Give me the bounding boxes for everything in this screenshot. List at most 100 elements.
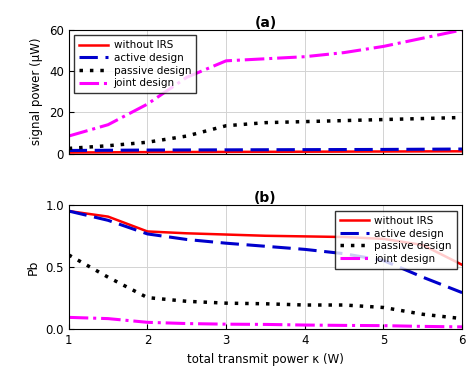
joint design (223, 322, 229, 327)
joint design (381, 44, 386, 49)
passive design (184, 134, 190, 138)
passive design (459, 115, 465, 120)
joint design (459, 28, 465, 32)
without IRS (302, 234, 308, 239)
active design (381, 258, 386, 263)
Line: active design: active design (69, 211, 462, 292)
active design (341, 251, 347, 256)
without IRS (302, 150, 308, 154)
passive design (145, 295, 150, 300)
active design (420, 275, 426, 279)
passive design (145, 140, 150, 144)
passive design (459, 316, 465, 321)
joint design (459, 325, 465, 329)
joint design (105, 122, 111, 127)
without IRS (381, 237, 386, 241)
without IRS (145, 150, 150, 154)
without IRS (459, 149, 465, 154)
joint design (263, 56, 268, 61)
joint design (223, 59, 229, 63)
Line: active design: active design (69, 149, 462, 150)
without IRS (341, 149, 347, 154)
without IRS (420, 243, 426, 247)
passive design (263, 301, 268, 306)
without IRS (263, 150, 268, 154)
joint design (66, 134, 72, 138)
active design (66, 209, 72, 213)
Line: joint design: joint design (69, 318, 462, 327)
Line: joint design: joint design (69, 30, 462, 136)
joint design (302, 323, 308, 327)
without IRS (184, 150, 190, 154)
active design (420, 147, 426, 151)
passive design (184, 299, 190, 304)
without IRS (184, 231, 190, 236)
without IRS (145, 229, 150, 234)
active design (105, 218, 111, 223)
passive design (223, 301, 229, 306)
without IRS (66, 150, 72, 155)
without IRS (459, 263, 465, 267)
active design (381, 147, 386, 152)
joint design (105, 316, 111, 321)
active design (184, 148, 190, 152)
Line: passive design: passive design (69, 255, 462, 319)
Line: without IRS: without IRS (69, 211, 462, 265)
active design (223, 241, 229, 245)
passive design (420, 116, 426, 121)
without IRS (105, 150, 111, 154)
Legend: without IRS, active design, passive design, joint design: without IRS, active design, passive desi… (335, 211, 457, 269)
joint design (420, 324, 426, 329)
joint design (184, 75, 190, 80)
joint design (145, 102, 150, 106)
joint design (302, 55, 308, 59)
without IRS (105, 214, 111, 219)
without IRS (341, 235, 347, 239)
without IRS (381, 149, 386, 154)
joint design (184, 321, 190, 326)
active design (105, 148, 111, 153)
passive design (223, 123, 229, 128)
active design (341, 147, 347, 152)
active design (263, 244, 268, 249)
active design (263, 147, 268, 152)
joint design (263, 322, 268, 327)
without IRS (223, 232, 229, 237)
without IRS (223, 150, 229, 154)
active design (302, 247, 308, 252)
Line: without IRS: without IRS (69, 151, 462, 153)
without IRS (66, 209, 72, 213)
Line: passive design: passive design (69, 117, 462, 148)
passive design (341, 303, 347, 307)
Title: (b): (b) (254, 191, 277, 205)
Legend: without IRS, active design, passive design, joint design: without IRS, active design, passive desi… (74, 35, 196, 94)
passive design (341, 118, 347, 123)
passive design (381, 305, 386, 310)
passive design (263, 120, 268, 125)
joint design (381, 324, 386, 328)
Title: (a): (a) (255, 16, 276, 30)
X-axis label: total transmit power κ (W): total transmit power κ (W) (187, 353, 344, 365)
active design (302, 147, 308, 152)
active design (145, 148, 150, 152)
passive design (420, 312, 426, 316)
passive design (302, 303, 308, 307)
passive design (302, 119, 308, 124)
active design (459, 290, 465, 295)
joint design (145, 320, 150, 325)
without IRS (263, 233, 268, 238)
without IRS (420, 149, 426, 154)
passive design (381, 117, 386, 122)
joint design (66, 315, 72, 320)
joint design (341, 323, 347, 328)
joint design (420, 36, 426, 40)
passive design (66, 146, 72, 151)
Y-axis label: signal power (μW): signal power (μW) (30, 38, 44, 145)
active design (66, 148, 72, 153)
passive design (105, 144, 111, 148)
active design (184, 237, 190, 242)
active design (223, 148, 229, 152)
joint design (341, 50, 347, 55)
active design (145, 232, 150, 236)
active design (459, 147, 465, 151)
